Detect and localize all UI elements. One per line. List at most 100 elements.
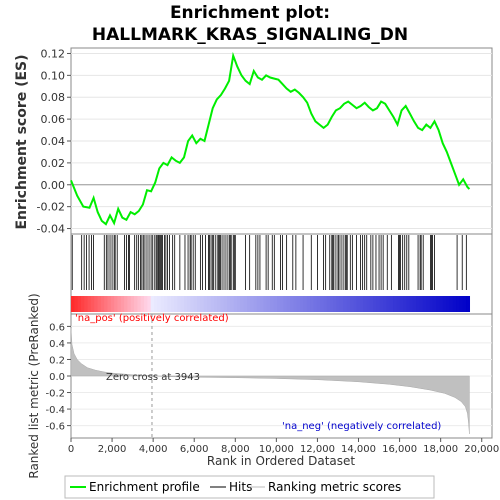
heat-bar-segment — [320, 296, 324, 312]
heat-bar-segment — [273, 296, 278, 312]
heat-bar-segment — [87, 296, 92, 312]
heat-bar-segment — [237, 296, 241, 312]
rank-x-tick-label: 16,000 — [382, 444, 417, 455]
chart-title-line2: HALLMARK_KRAS_SIGNALING_DN — [92, 25, 408, 45]
rank-x-tick-label: 8,000 — [221, 444, 250, 455]
es-tick-label: 0.02 — [41, 157, 66, 170]
heat-bar-segment — [393, 296, 397, 312]
heat-bar-segment — [422, 296, 427, 312]
rank-tick-label: -0.6 — [45, 422, 65, 433]
heat-bar-segment — [306, 296, 311, 312]
rank-x-tick-label: 20,000 — [464, 444, 499, 455]
heat-bar-segment — [452, 296, 457, 312]
heat-bar-segment — [366, 296, 371, 312]
es-tick-label: 0.00 — [41, 179, 66, 192]
heat-bar-segment — [200, 296, 205, 312]
heat-bar-segment — [246, 296, 251, 312]
heat-bar-segment — [353, 296, 358, 312]
heat-bar-segment — [323, 296, 328, 312]
heat-bar-segment — [140, 296, 145, 312]
heat-bar-segment — [356, 296, 361, 312]
heat-bar-segment — [223, 296, 228, 312]
rank-x-axis-label: Rank in Ordered Dataset — [207, 454, 355, 468]
heat-bar-segment — [147, 296, 152, 312]
heat-bar-segment — [429, 296, 434, 312]
heat-bar-segment — [243, 296, 248, 312]
heat-bar-segment — [104, 296, 109, 312]
heat-bar-segment — [442, 296, 447, 312]
heat-bar-segment — [150, 296, 155, 312]
heat-bar-segment — [183, 296, 188, 312]
heat-bar-segment — [283, 296, 288, 312]
heat-bar-segment — [163, 296, 168, 312]
rank-x-tick-label: 10,000 — [259, 444, 294, 455]
heat-bar-segment — [376, 296, 381, 312]
heat-bar-segment — [270, 296, 275, 312]
heat-bar-segment — [227, 296, 231, 312]
heat-bar-segment — [403, 296, 407, 312]
heat-bar-segment — [177, 296, 182, 312]
heat-bar-segment — [80, 296, 85, 312]
heat-bar-segment — [293, 296, 298, 312]
heat-bar-segment — [462, 296, 467, 312]
es-y-axis-label: Enrichment score (ES) — [14, 54, 30, 229]
heat-bar-segment — [399, 296, 404, 312]
rank-tick-label: 0.2 — [49, 355, 65, 366]
heat-bar-segment — [220, 296, 225, 312]
heat-bar-segment — [74, 296, 79, 312]
rank-x-ticks: 0 2,000 4,000 6,000 8,000 10,000 12,000 14,000 1… — [68, 438, 499, 455]
rank-tick-label: 0.6 — [49, 322, 65, 333]
heat-bar-segment — [363, 296, 368, 312]
heat-bar-segment — [203, 296, 208, 312]
zero-cross-label: Zero cross at 3943 — [106, 372, 200, 383]
heat-bar-segment — [97, 296, 102, 312]
rank-x-tick-label: 14,000 — [341, 444, 376, 455]
heat-bar-segment — [406, 296, 411, 312]
heat-bar-segment — [329, 296, 334, 312]
rank-x-tick-label: 4,000 — [139, 444, 168, 455]
heat-bar-segment — [213, 296, 218, 312]
rank-tick-label: 0.4 — [49, 339, 65, 350]
heat-bar-segment — [230, 296, 235, 312]
heat-bar-segment — [439, 296, 444, 312]
rank-x-tick-label: 18,000 — [423, 444, 458, 455]
ranking-heat-bar — [71, 296, 471, 312]
heat-bar-segment — [316, 296, 321, 312]
es-tick-label: -0.04 — [37, 223, 65, 236]
heat-bar-segment — [94, 296, 99, 312]
heat-bar-segment — [173, 296, 178, 312]
heat-bar-segment — [369, 296, 374, 312]
heat-bar-segment — [193, 296, 198, 312]
heat-bar-segment — [459, 296, 464, 312]
heat-bar-segment — [266, 296, 271, 312]
heat-bar-segment — [310, 296, 314, 312]
heat-bar-segment — [383, 296, 388, 312]
heat-bar-segment — [90, 296, 95, 312]
heat-bar-segment — [446, 296, 451, 312]
heat-bar-segment — [217, 296, 222, 312]
heat-bar-segment — [346, 296, 351, 312]
rank-x-tick-label: 12,000 — [300, 444, 335, 455]
heat-bar-segment — [419, 296, 424, 312]
rank-x-tick-label: 0 — [68, 444, 74, 455]
heat-bar-segment — [349, 296, 354, 312]
enrichment-profile-line — [70, 51, 471, 226]
es-tick-label: 0.10 — [41, 69, 66, 82]
heat-bar-segment — [412, 296, 417, 312]
heat-bar-segment — [167, 296, 172, 312]
heat-bar-segment — [71, 296, 75, 312]
heat-bar-segment — [190, 296, 195, 312]
heat-bar-segment — [303, 296, 308, 312]
heat-bar-segment — [416, 296, 421, 312]
es-tick-label: 0.08 — [41, 91, 66, 104]
heat-bar-segment — [466, 296, 471, 312]
es-tick-label: -0.02 — [37, 201, 65, 214]
heat-bar-segment — [326, 296, 331, 312]
heat-bar-segment — [313, 296, 318, 312]
heat-bar-segment — [187, 296, 192, 312]
heat-bar-segment — [250, 296, 255, 312]
heat-bar-segment — [120, 296, 125, 312]
heat-bar-segment — [77, 296, 82, 312]
heat-bar-segment — [197, 296, 202, 312]
heat-bar-segment — [280, 296, 285, 312]
